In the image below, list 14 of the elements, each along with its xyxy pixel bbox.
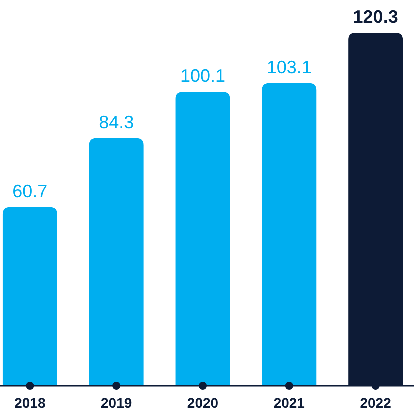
x-tick-label: 2022 — [360, 395, 392, 411]
x-tick-label: 2021 — [274, 395, 306, 411]
x-tick-label: 2020 — [187, 395, 219, 411]
data-label: 100.1 — [180, 66, 226, 86]
data-label: 120.3 — [353, 7, 398, 27]
data-label: 103.1 — [266, 57, 312, 78]
bar — [2, 207, 58, 385]
bar — [262, 83, 317, 385]
data-label: 84.3 — [99, 112, 134, 132]
x-tick-label: 2018 — [14, 395, 46, 411]
bar — [89, 138, 144, 385]
data-label: 60.7 — [12, 181, 48, 202]
bar — [176, 92, 230, 385]
x-tick-label: 2019 — [101, 395, 132, 411]
